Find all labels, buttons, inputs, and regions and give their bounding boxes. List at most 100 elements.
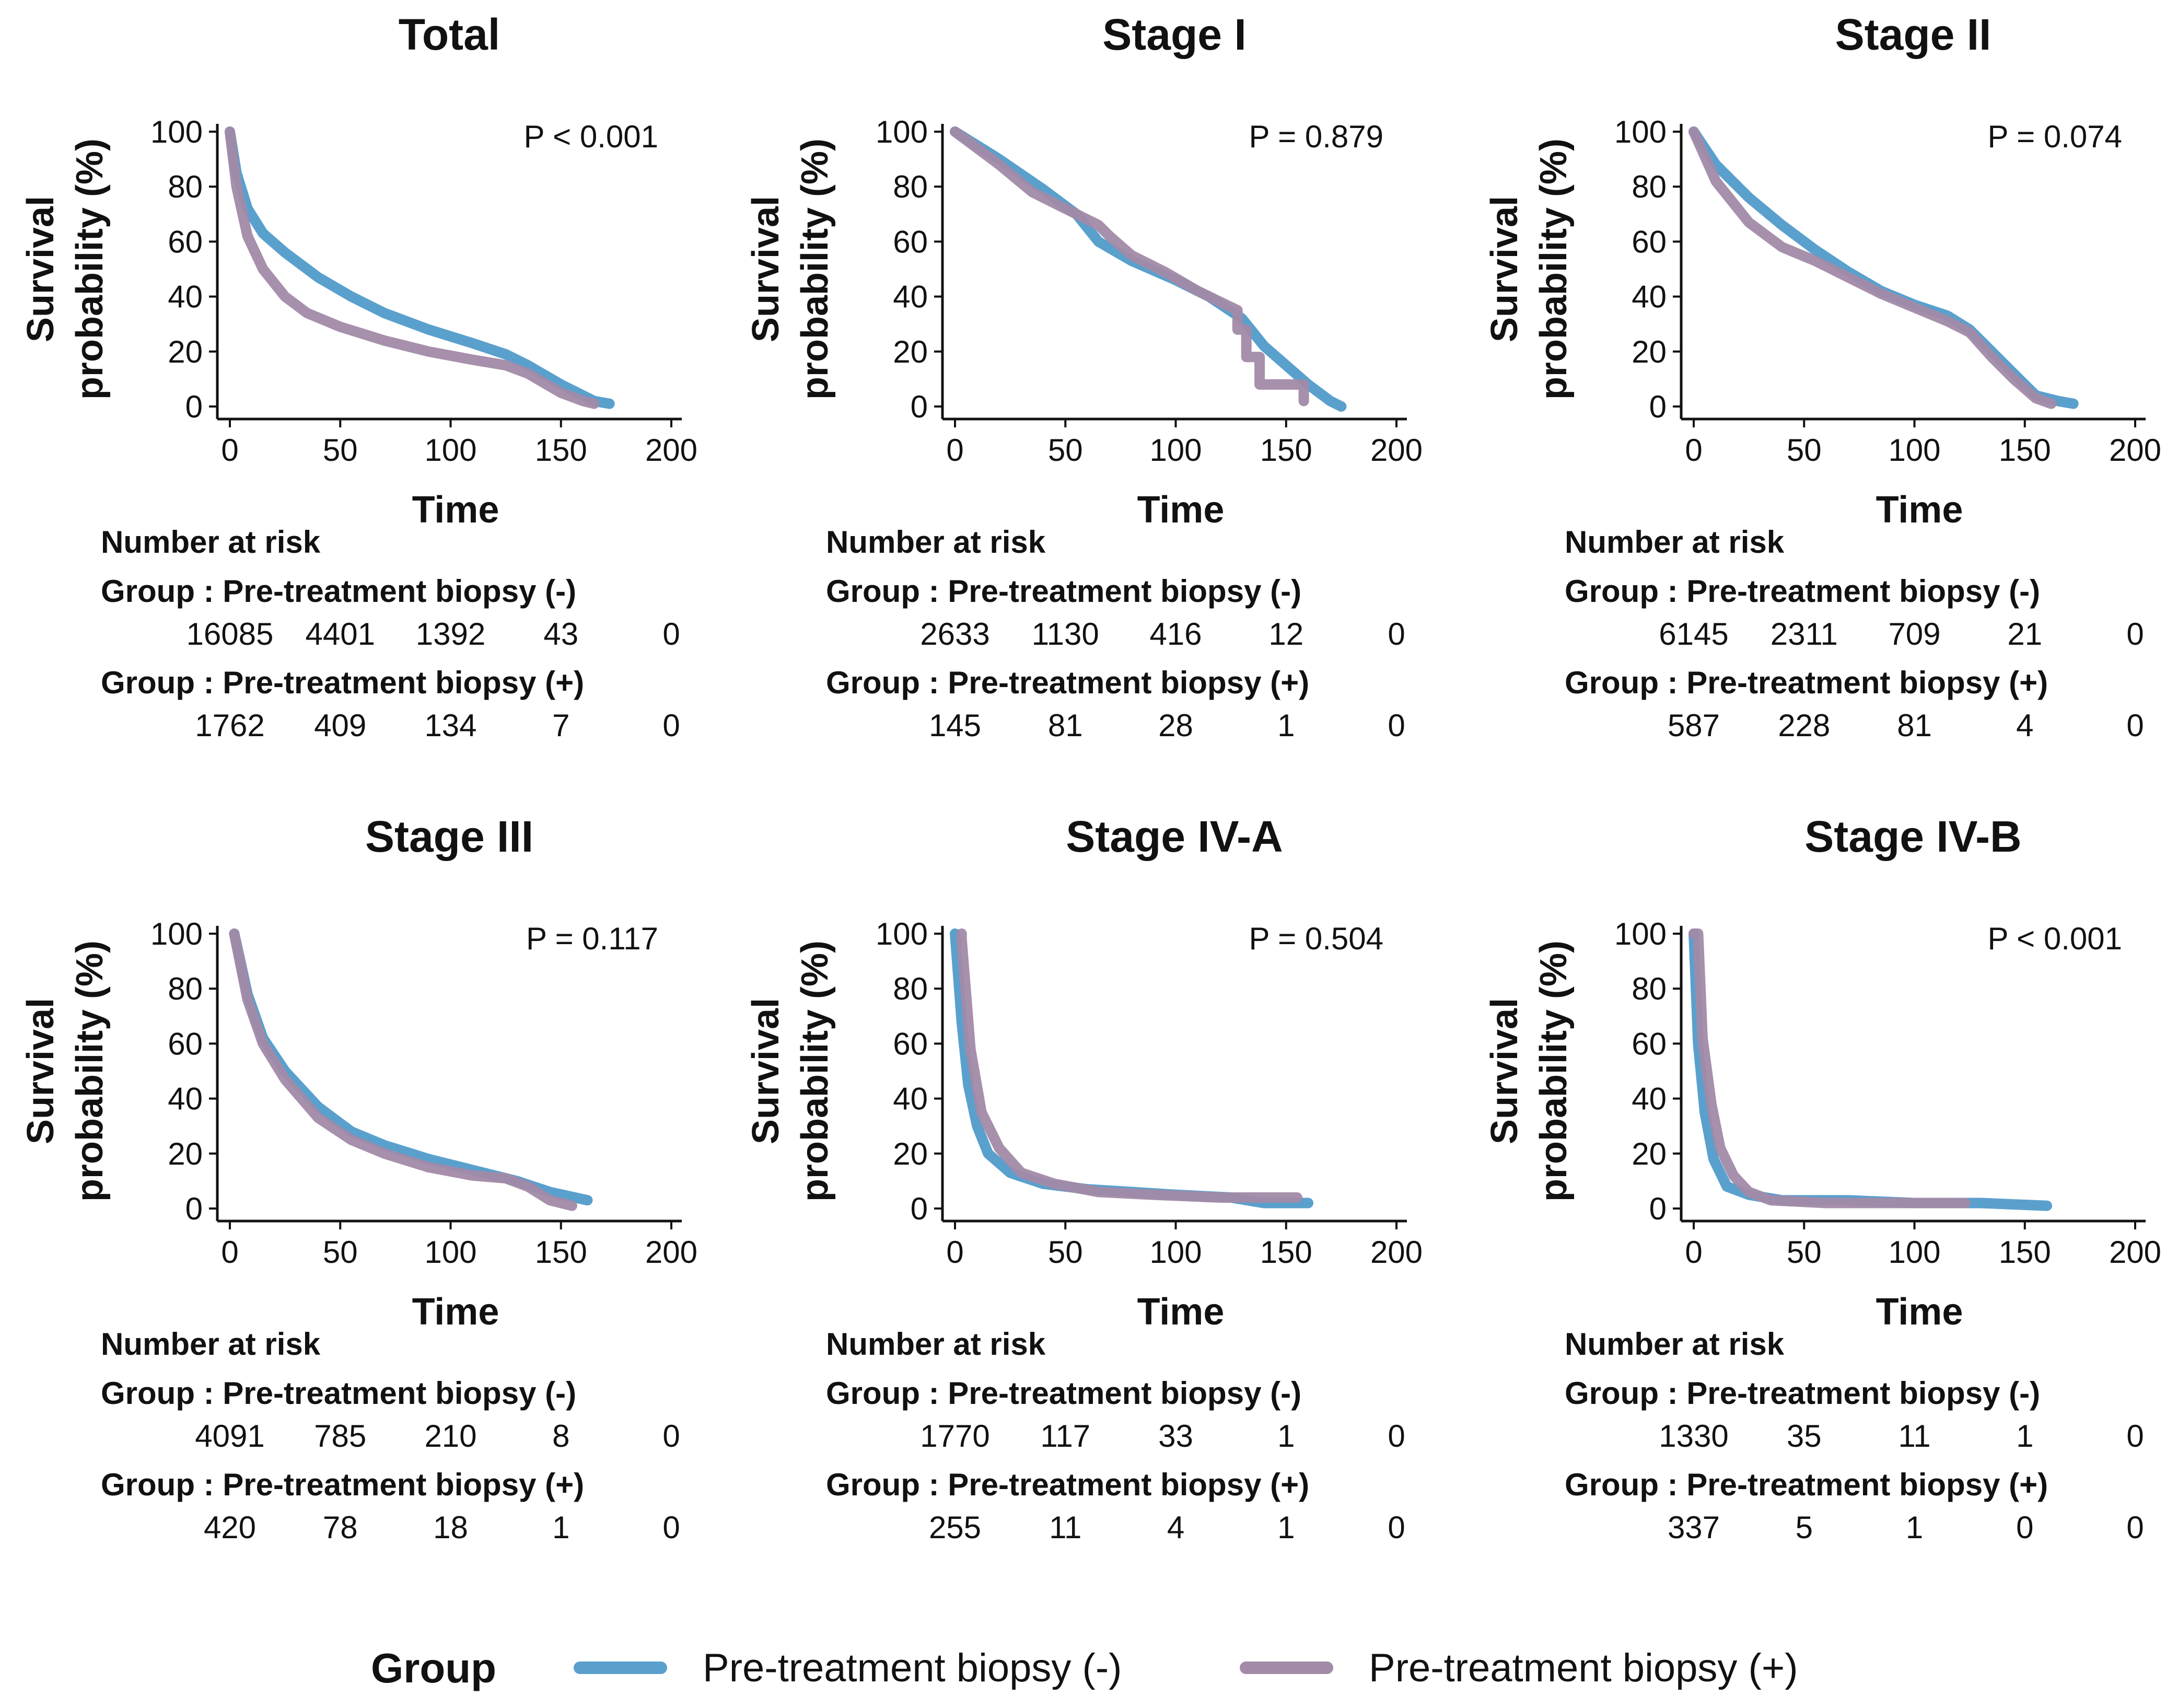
km-curve-positive [1688, 126, 2057, 409]
x-tick-label: 0 [1685, 1235, 1702, 1270]
y-tick-label: 80 [168, 169, 203, 204]
x-tick-label: 200 [2109, 1235, 2161, 1270]
x-tick-label: 50 [1048, 1235, 1083, 1270]
y-tick-label: 80 [893, 169, 928, 204]
risk-count: 81 [1048, 708, 1083, 743]
y-tick-label: 20 [893, 334, 928, 369]
risk-row-label: Group : Pre-treatment biopsy (+) [1565, 665, 2048, 700]
risk-row-label: Group : Pre-treatment biopsy (-) [1565, 574, 2040, 609]
x-tick-label: 200 [1370, 433, 1423, 468]
risk-count: 1130 [1032, 617, 1099, 652]
km-curve-positive [229, 928, 577, 1211]
x-tick-label: 0 [946, 433, 963, 468]
risk-count: 4 [2016, 708, 2033, 743]
p-value: P < 0.001 [1988, 921, 2122, 956]
x-tick-label: 0 [221, 433, 238, 468]
y-tick-label: 0 [1649, 1191, 1667, 1226]
risk-count: 4401 [306, 617, 375, 652]
x-tick-label: 100 [1149, 433, 1202, 468]
x-axis-label: Time [1876, 489, 1963, 531]
y-tick-label: 40 [1632, 280, 1667, 315]
risk-count: 1 [1277, 1419, 1295, 1454]
y-tick-label: 80 [1632, 971, 1667, 1006]
risk-count: 1392 [416, 617, 485, 652]
y-tick-label: 0 [911, 389, 928, 424]
risk-count: 1 [1277, 708, 1295, 743]
y-tick-label: 60 [893, 1026, 928, 1061]
km-panel-0: Total 0 20 40 60 80 100 0 50 100 150 200 Time Surviva… [20, 10, 697, 743]
risk-count: 16085 [187, 617, 274, 652]
risk-table-header: Number at risk [826, 1327, 1046, 1362]
risk-count: 134 [424, 708, 476, 743]
risk-row-label: Group : Pre-treatment biopsy (-) [826, 1376, 1301, 1411]
y-tick-label: 40 [1632, 1082, 1667, 1117]
risk-row-label: Group : Pre-treatment biopsy (-) [826, 574, 1301, 609]
y-tick-label: 100 [150, 114, 203, 149]
y-axis-label: Survival probability (%) [20, 138, 111, 400]
km-curve-positive [956, 928, 1302, 1203]
y-tick-label: 40 [893, 280, 928, 315]
risk-count: 2633 [920, 617, 989, 652]
x-tick-label: 150 [1260, 1235, 1312, 1270]
risk-count: 1 [1277, 1510, 1295, 1545]
risk-count: 145 [929, 708, 981, 743]
y-tick-label: 100 [1614, 114, 1667, 149]
x-tick-label: 150 [1999, 433, 2051, 468]
risk-count: 1 [2016, 1419, 2033, 1454]
panel-title: Stage II [1835, 10, 1992, 59]
panel-title: Stage III [365, 812, 533, 861]
x-tick-label: 100 [1888, 433, 1940, 468]
risk-count: 416 [1149, 617, 1202, 652]
y-tick-label: 60 [1632, 1026, 1667, 1061]
legend-label-positive: Pre-treatment biopsy (+) [1369, 1646, 1798, 1690]
risk-count: 0 [2126, 617, 2144, 652]
risk-row-label: Group : Pre-treatment biopsy (+) [826, 1467, 1309, 1502]
risk-count: 7 [552, 708, 569, 743]
x-tick-label: 0 [221, 1235, 238, 1270]
risk-count: 1770 [920, 1419, 989, 1454]
y-axis-label: Survival probability (%) [745, 138, 836, 400]
y-tick-label: 20 [1632, 1136, 1667, 1171]
risk-row-label: Group : Pre-treatment biopsy (+) [101, 1467, 584, 1502]
y-axis-label: Survival probability (%) [1484, 138, 1575, 400]
risk-count: 587 [1668, 708, 1720, 743]
x-tick-label: 150 [1999, 1235, 2051, 1270]
risk-count: 0 [2126, 708, 2144, 743]
y-axis-label: Survival probability (%) [745, 940, 836, 1202]
risk-count: 11 [1049, 1510, 1081, 1545]
x-axis-label: Time [1876, 1291, 1963, 1333]
y-axis-label: Survival probability (%) [1484, 940, 1575, 1202]
x-tick-label: 50 [323, 433, 358, 468]
risk-count: 1330 [1659, 1419, 1728, 1454]
km-curve-positive [1688, 928, 1971, 1209]
risk-count: 5 [1796, 1510, 1813, 1545]
x-axis-label: Time [412, 489, 499, 531]
panel-title: Total [399, 10, 500, 59]
risk-count: 8 [552, 1419, 569, 1454]
x-tick-label: 200 [645, 1235, 697, 1270]
risk-count: 12 [1268, 617, 1303, 652]
legend-label-negative: Pre-treatment biopsy (-) [703, 1646, 1122, 1690]
x-tick-label: 100 [1149, 1235, 1202, 1270]
y-tick-label: 60 [168, 1026, 203, 1061]
risk-count: 210 [424, 1419, 476, 1454]
y-tick-label: 0 [911, 1191, 928, 1226]
risk-count: 0 [1388, 1510, 1405, 1545]
km-curve-negative [1688, 126, 2079, 409]
x-tick-label: 50 [1787, 433, 1822, 468]
risk-count: 21 [2007, 617, 2042, 652]
y-tick-label: 100 [876, 114, 928, 149]
risk-count: 409 [314, 708, 366, 743]
y-tick-label: 20 [893, 1136, 928, 1171]
y-tick-label: 40 [893, 1082, 928, 1117]
x-tick-label: 150 [535, 433, 587, 468]
risk-table-header: Number at risk [1565, 1327, 1785, 1362]
risk-row-label: Group : Pre-treatment biopsy (-) [101, 574, 576, 609]
risk-count: 0 [662, 708, 680, 743]
y-tick-label: 100 [876, 916, 928, 951]
y-tick-label: 100 [1614, 916, 1667, 951]
risk-count: 11 [1898, 1419, 1930, 1454]
